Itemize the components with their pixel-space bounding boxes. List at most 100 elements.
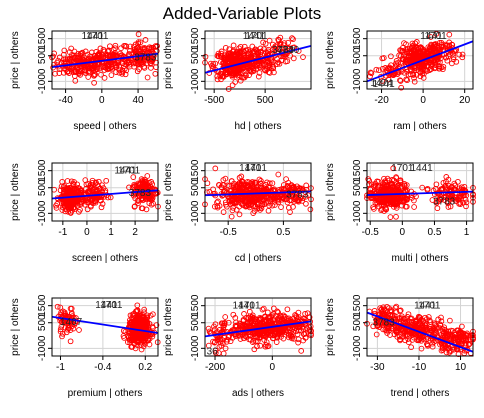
data-point	[224, 70, 231, 76]
data-point	[376, 67, 382, 74]
x-tick-label: 1	[464, 227, 470, 238]
data-point	[434, 59, 441, 65]
data-point	[79, 49, 86, 56]
y-tick-label: 1500	[352, 159, 363, 182]
data-point	[112, 45, 119, 52]
data-point	[142, 57, 149, 64]
y-axis-label: price | others	[10, 163, 21, 221]
observation-label: 4740	[277, 45, 300, 56]
y-tick-label: 500	[37, 47, 48, 64]
data-point	[144, 173, 151, 179]
data-point	[52, 70, 58, 77]
data-point	[53, 205, 60, 211]
y-tick-label: -1000	[352, 335, 363, 361]
y-tick-label: -1000	[37, 68, 48, 94]
x-axis-label: screen | others	[72, 253, 138, 264]
data-point	[367, 69, 374, 76]
data-point	[112, 42, 119, 49]
data-point	[403, 53, 410, 60]
data-point	[440, 44, 447, 50]
observation-label: 1701	[418, 301, 441, 312]
data-point	[108, 61, 115, 67]
data-point	[73, 54, 80, 61]
data-point	[141, 44, 148, 51]
x-tick-label: -40	[58, 95, 73, 106]
x-axis-label: speed | others	[73, 121, 136, 132]
data-point	[243, 62, 249, 69]
x-tick-label: -0.4	[94, 362, 112, 373]
data-point	[253, 65, 260, 72]
y-tick-label: 1500	[190, 294, 201, 317]
x-tick-label: -10	[412, 362, 427, 373]
data-point	[120, 327, 127, 334]
data-point	[229, 72, 235, 79]
data-point	[393, 213, 399, 220]
data-point	[115, 59, 122, 66]
data-point	[212, 60, 219, 67]
data-point	[399, 47, 406, 54]
data-point	[233, 69, 240, 76]
x-tick-label: 500	[257, 95, 274, 106]
observation-label: 1474	[370, 78, 393, 89]
data-point	[282, 58, 289, 65]
data-point	[456, 51, 463, 58]
data-point	[75, 69, 82, 76]
data-point	[67, 210, 74, 216]
data-point	[101, 48, 108, 55]
data-point	[250, 67, 257, 73]
data-point	[142, 37, 149, 43]
data-point	[373, 66, 380, 73]
y-tick-label: 1500	[352, 27, 363, 50]
data-point	[119, 60, 126, 67]
data-point	[231, 52, 238, 58]
data-point	[406, 50, 413, 56]
data-point	[277, 40, 284, 47]
y-tick-label: 1500	[37, 294, 48, 317]
data-point	[93, 66, 100, 72]
x-tick-label: -0.5	[220, 227, 238, 238]
observation-label: 3783	[286, 190, 309, 201]
y-axis-label: price | others	[325, 298, 336, 356]
data-point	[245, 54, 252, 61]
data-point	[97, 185, 104, 192]
data-point	[450, 56, 457, 63]
data-point	[98, 71, 104, 78]
data-point	[403, 76, 410, 83]
data-point	[413, 45, 420, 51]
observation-label: 1701	[245, 163, 268, 174]
x-tick-label: -200	[205, 362, 225, 373]
data-point	[387, 214, 394, 220]
data-point	[91, 72, 97, 79]
y-tick-label: 1500	[190, 27, 201, 50]
plot-frame	[366, 30, 474, 90]
y-tick-label: 500	[190, 47, 201, 64]
data-point	[218, 48, 225, 55]
data-point	[224, 53, 231, 59]
data-point	[70, 181, 77, 188]
x-axis-label: cd | others	[235, 253, 282, 264]
data-point	[53, 202, 59, 209]
y-tick-label: -1000	[352, 200, 363, 226]
data-point	[67, 338, 74, 345]
data-point	[228, 213, 235, 220]
data-point	[83, 181, 90, 188]
data-point	[437, 59, 443, 66]
data-point	[108, 72, 115, 78]
data-point	[103, 177, 110, 184]
data-point	[212, 165, 219, 172]
data-point	[100, 64, 107, 71]
data-point	[427, 34, 434, 40]
observation-label: 1701	[118, 166, 141, 177]
data-point	[412, 53, 418, 60]
data-point	[92, 55, 98, 61]
data-point	[123, 67, 130, 74]
observation-label: 1701	[245, 31, 268, 42]
data-point	[230, 42, 237, 49]
data-point	[93, 64, 100, 70]
